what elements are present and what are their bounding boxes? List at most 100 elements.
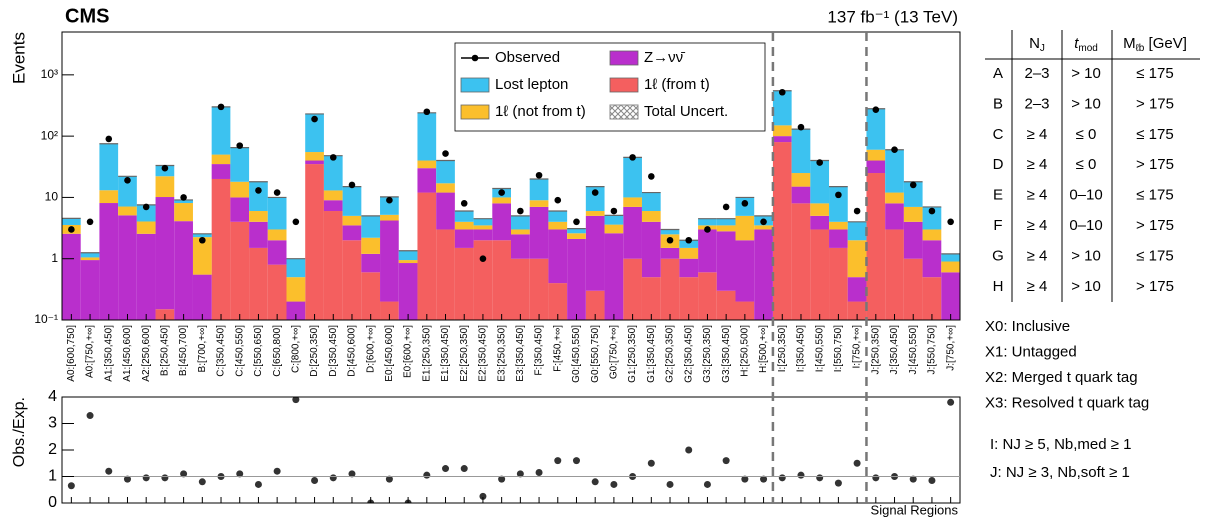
table-cell: ≥ 4 [1027,247,1048,264]
x-tick-label: A0:[750,+∞] [85,325,96,378]
stack-segment [417,160,437,169]
stack-segment [155,176,175,198]
ratio-point [86,412,94,420]
table-cell: > 10 [1071,65,1101,82]
ratio-point [479,492,487,500]
stack-segment [641,192,661,212]
ratio-point [516,470,524,478]
stack-segment [454,221,474,230]
stack-segment [436,229,455,320]
x-tick-label: J:[250,350] [870,325,881,375]
stack-segment [810,203,830,216]
observed-point [535,171,543,179]
x-tick-label: G3:[250,350] [702,325,713,383]
stack-segment [791,186,811,204]
ratio-plot [67,397,955,503]
stack-segment [511,234,530,259]
x-tick-label: E0:[600,+∞] [403,325,414,378]
stack-segment [454,211,474,222]
table-cell: ≥ 4 [1027,187,1048,204]
table-cell: ≥ 4 [1027,126,1048,143]
stack-segment [791,203,811,320]
x-tick-label: D:[600,+∞] [365,325,376,373]
ratio-point [610,480,618,488]
stack-segment [436,160,455,184]
stack-segment [529,258,549,320]
table-cell: > 175 [1136,156,1174,173]
stack-segment [473,225,493,230]
observed-point [292,218,300,226]
observed-point [161,164,169,172]
x-tick-label: B:[450,700] [178,325,189,376]
ratio-point [442,465,450,473]
stack-segment [305,164,324,320]
x-tick-label: G3:[350,450] [721,325,732,383]
observed-point [573,218,580,226]
observed-point [124,177,131,184]
header-sub: ℓb [1136,43,1145,54]
observed-point [610,207,618,215]
ratio-point [161,474,169,482]
observed-point [236,142,244,149]
stack-segment [267,264,287,320]
stack-segment [829,221,848,230]
stack-segment [174,221,193,320]
stack-segment [211,178,231,320]
stack-segment [529,200,549,207]
table-cell: ≥ 4 [1027,217,1048,234]
stack-segment [829,229,848,248]
stack-segment [548,229,568,284]
stack-segment [903,181,923,207]
stack-segment [249,247,268,320]
ratio-point [292,397,300,404]
ratio-point [685,446,693,454]
ratio-point [797,471,805,479]
ratio-point [647,459,655,467]
ratio-point [909,475,917,483]
observed-point [460,200,468,207]
stack-segment [342,186,362,216]
stack-segment [735,301,755,320]
y-tick-label: 4 [48,388,57,405]
stack-segment [866,149,886,161]
stack-segment [903,206,923,222]
ratio-point [872,474,880,482]
stack-segment [716,225,736,232]
stack-segment [679,277,699,320]
x-tick-label: E2:[350,450] [478,325,489,382]
stack-segment [735,215,755,241]
stack-segment [941,272,960,320]
main-frame [61,31,961,321]
stack-segment [192,237,212,275]
ratio-point [385,475,393,483]
stack-segment [791,129,811,174]
stack-segment [398,263,418,320]
table-cell: 0–10 [1069,187,1102,204]
stack-segment [136,233,156,320]
stack-segment [511,229,530,235]
table-cell: B [993,95,1003,112]
stack-segment [604,215,624,225]
observed-point [872,106,880,113]
x-tick-label: I:[550,750] [833,325,844,372]
observed-point [329,154,337,161]
table-cell: > 10 [1071,95,1101,112]
definition: X2: Merged t quark tag [985,369,1138,386]
ratio-point [498,475,506,483]
lumi-label: 137 fb⁻¹ (13 TeV) [827,7,958,26]
stack-segment [417,192,437,320]
stack-segment [230,147,250,182]
observed-point [311,115,318,123]
definition: X1: Untagged [985,343,1077,360]
stack-segment [679,240,699,248]
table-cell: D [993,156,1004,173]
x-tick-label: A1:[450,600] [122,325,133,382]
stack-segment [548,221,568,230]
stack-segment [922,240,942,278]
stack-segment [922,277,942,320]
y-tick-label: 2 [48,441,57,458]
table-cell: ≥ 4 [1027,278,1048,295]
observed-point [891,146,898,154]
x-tick-label: I:[750,+∞] [852,325,863,369]
